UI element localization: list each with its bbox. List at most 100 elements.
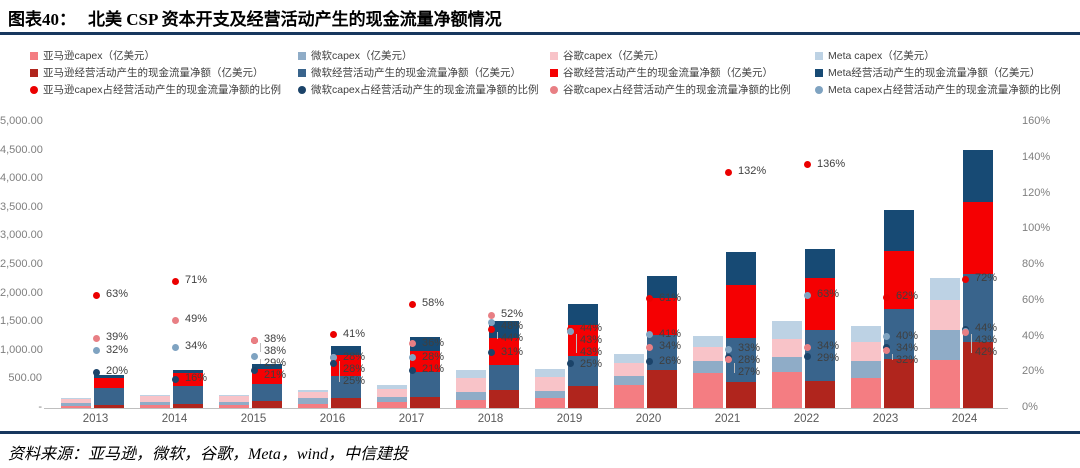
legend-item-label: 亚马逊capex占经营活动产生的现金流量净额的比例 — [43, 84, 282, 96]
ratio-label-leader-line — [971, 335, 972, 354]
capex-bar-segment — [456, 378, 486, 393]
ratio-dot — [171, 343, 179, 351]
ratio-label-leader-line — [260, 359, 261, 365]
capex-bar-segment — [219, 394, 249, 397]
ocf-bar-segment — [94, 404, 124, 408]
ocf-bar-segment — [94, 388, 124, 405]
ocf-bar-segment — [331, 375, 361, 399]
ratio-label: 41% — [659, 327, 682, 340]
ratio-label-leader-line — [260, 343, 261, 353]
capex-bar-segment — [930, 360, 960, 408]
ratio-label: 33% — [738, 342, 761, 354]
ratio-dot — [645, 295, 653, 303]
ratio-dot — [803, 291, 811, 299]
ratio-dot — [724, 356, 732, 364]
ocf-bar-segment — [173, 404, 203, 408]
ratio-dot — [408, 354, 416, 362]
ratio-dot — [92, 334, 100, 342]
ratio-label: 25% — [580, 358, 603, 371]
ratio-dot — [724, 168, 732, 176]
capex-bar-segment — [377, 385, 407, 389]
capex-bar-segment — [614, 363, 644, 376]
capex-bar-segment — [219, 396, 249, 402]
capex-bar-segment — [693, 373, 723, 408]
capex-bar-segment — [377, 396, 407, 402]
legend-item-label: 微软经营活动产生的现金流量净额（亿美元） — [311, 67, 521, 79]
ratio-label: 43% — [975, 334, 998, 347]
legend-item-ocf: 谷歌经营活动产生的现金流量净额（亿美元） — [550, 65, 773, 80]
legend-item-ratio: 亚马逊capex占经营活动产生的现金流量净额的比例 — [30, 82, 281, 97]
ratio-label: 20% — [106, 365, 129, 378]
capex-bar-segment — [219, 401, 249, 406]
legend-item-ratio: Meta capex占经营活动产生的现金流量净额的比例 — [815, 82, 1061, 97]
legend-swatch-icon — [815, 85, 823, 94]
capex-bar-segment — [851, 342, 881, 361]
chart-number: 图表40： — [8, 10, 76, 29]
ocf-bar-segment — [410, 397, 440, 408]
ratio-label: 34% — [817, 340, 840, 353]
capex-bar-segment — [456, 392, 486, 401]
ratio-label-leader-line — [339, 366, 340, 382]
capex-bar-segment — [140, 402, 170, 406]
ocf-bar-segment — [647, 298, 677, 336]
ocf-bar-segment — [489, 365, 519, 391]
capex-bar-segment — [693, 335, 723, 347]
legend-swatch-icon — [298, 51, 306, 60]
ocf-bar-segment — [805, 277, 835, 331]
ratio-label: 63% — [817, 288, 840, 301]
ratio-dot — [961, 275, 969, 283]
legend-swatch-icon — [30, 85, 38, 94]
ratio-label: 71% — [185, 274, 208, 287]
ocf-bar-segment — [884, 210, 914, 252]
x-axis-tick-label: 2015 — [240, 413, 267, 425]
ratio-label: 36% — [422, 336, 445, 349]
capex-bar-segment — [298, 392, 328, 399]
capex-bar-segment — [298, 403, 328, 408]
capex-bar-segment — [614, 354, 644, 364]
ocf-bar-segment — [252, 384, 282, 402]
ratio-label: 21% — [264, 369, 287, 382]
ratio-label: 132% — [738, 165, 767, 178]
x-axis-tick-label: 2014 — [161, 413, 188, 425]
ratio-label: 41% — [343, 327, 366, 340]
chart-title: 图表40： 北美 CSP 资本开支及经营活动产生的现金流量净额情况 — [8, 5, 502, 30]
ocf-bar-segment — [252, 364, 282, 370]
legend-item-capex: 亚马逊capex（亿美元） — [30, 48, 155, 63]
ocf-bar-segment — [410, 351, 440, 373]
capex-bar-segment — [456, 400, 486, 408]
ratio-label: 25% — [343, 374, 366, 387]
ratio-dot — [487, 325, 495, 333]
ratio-label-leader-line — [497, 332, 498, 340]
capex-bar-segment — [140, 396, 170, 403]
legend-item-ratio: 谷歌capex占经营活动产生的现金流量净额的比例 — [550, 82, 791, 97]
ocf-bar-segment — [252, 369, 282, 385]
x-axis-tick-label: 2020 — [635, 413, 662, 425]
ratio-label: 31% — [501, 345, 524, 358]
ocf-bar-segment — [647, 370, 677, 408]
ocf-bar-segment — [568, 304, 598, 325]
x-axis-tick-label: 2019 — [556, 413, 583, 425]
capex-bar-segment — [140, 395, 170, 397]
ratio-label: 16% — [185, 372, 208, 385]
ratio-label: 34% — [659, 340, 682, 353]
capex-bar-segment — [614, 384, 644, 408]
ratio-dot — [171, 277, 179, 285]
y-axis-tick-label: 2,500.00 — [0, 258, 43, 270]
ratio-label-leader-line — [576, 334, 577, 354]
y-axis-tick-label: 4,000.00 — [0, 172, 43, 185]
capex-bar-segment — [535, 377, 565, 391]
legend-item-label: 微软capex占经营活动产生的现金流量净额的比例 — [311, 84, 539, 96]
legend-item-label: Meta capex（亿美元） — [828, 50, 935, 62]
capex-bar-segment — [61, 398, 91, 403]
ocf-bar-segment — [884, 359, 914, 408]
capex-bar-segment — [535, 390, 565, 399]
source-note: 资料来源：亚马逊，微软，谷歌，Meta，wind，中信建投 — [8, 446, 408, 463]
x-axis-tick-label: 2018 — [477, 413, 504, 425]
ratio-dot — [171, 316, 179, 324]
ratio-dot — [408, 366, 416, 374]
ratio-dot — [487, 318, 495, 326]
legend-swatch-icon — [30, 68, 38, 77]
y2-axis-tick-label: 140% — [1022, 150, 1051, 163]
ratio-label: 32% — [106, 343, 129, 356]
